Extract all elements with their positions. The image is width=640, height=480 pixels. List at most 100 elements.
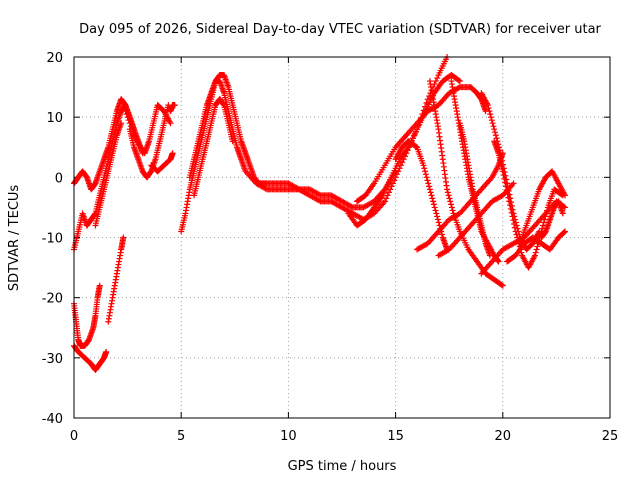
data-point — [429, 195, 436, 202]
data-point — [120, 234, 127, 241]
series-pass-7 — [126, 102, 172, 181]
data-point — [495, 258, 502, 265]
data-point — [262, 185, 269, 192]
data-point — [531, 252, 538, 259]
data-point — [499, 282, 506, 289]
series-pass-23 — [435, 180, 517, 259]
series-pass-9 — [148, 150, 176, 175]
data-point — [449, 207, 456, 214]
data-point — [381, 198, 388, 205]
chart-title: Day 095 of 2026, Sidereal Day-to-day VTE… — [79, 22, 601, 37]
x-tick-label: 0 — [70, 429, 78, 444]
data-point — [506, 198, 513, 205]
data-point — [397, 162, 404, 169]
series-pass-15 — [354, 84, 489, 205]
data-point — [446, 195, 453, 202]
data-point — [513, 231, 520, 238]
data-point — [498, 281, 505, 288]
data-point — [455, 84, 462, 91]
data-point — [507, 205, 514, 212]
data-point — [455, 77, 462, 84]
series-pass-22 — [414, 150, 506, 253]
data-point — [507, 202, 514, 209]
data-point — [511, 220, 518, 227]
data-point — [171, 102, 178, 109]
x-tick-label: 10 — [280, 429, 297, 444]
data-point — [499, 168, 506, 175]
data-point — [316, 197, 323, 204]
x-tick-label: 20 — [495, 429, 512, 444]
y-tick-label: 20 — [46, 51, 63, 66]
data-point — [444, 189, 451, 196]
data-point — [393, 171, 400, 178]
data-point — [391, 177, 398, 184]
data-point — [430, 201, 437, 208]
data-point — [103, 348, 110, 355]
data-point — [434, 216, 441, 223]
series-pass-6 — [92, 120, 125, 229]
y-tick-label: -20 — [42, 292, 63, 307]
data-point — [486, 108, 493, 115]
series-pass-13 — [191, 96, 236, 199]
data-point — [489, 120, 496, 127]
data-point — [430, 198, 437, 205]
data-point — [500, 172, 507, 179]
data-point — [492, 132, 499, 139]
data-point — [492, 129, 499, 136]
series-pass-27 — [538, 198, 566, 241]
data-point — [229, 138, 236, 145]
data-point — [431, 204, 438, 211]
data-point — [491, 126, 498, 133]
data-point — [426, 186, 433, 193]
data-point — [487, 111, 494, 118]
data-point — [433, 210, 440, 217]
data-point — [421, 165, 428, 172]
data-point — [385, 189, 392, 196]
data-point — [122, 108, 129, 115]
data-point — [499, 150, 506, 157]
data-point — [169, 150, 176, 157]
data-point — [561, 228, 568, 235]
plot-frame — [73, 56, 611, 419]
data-point — [532, 249, 539, 256]
x-axis-label: GPS time / hours — [288, 459, 397, 474]
series-pass-5 — [105, 234, 127, 325]
data-point — [511, 224, 518, 231]
data-point — [127, 123, 134, 130]
data-point — [423, 174, 430, 181]
data-point — [534, 243, 541, 250]
data-point — [438, 231, 445, 238]
data-point — [512, 228, 519, 235]
data-point — [502, 179, 509, 186]
data-point — [427, 189, 434, 196]
series-pass-8 — [122, 102, 174, 157]
x-tick-label: 15 — [387, 429, 404, 444]
data-point — [434, 213, 441, 220]
data-point — [434, 75, 441, 82]
grid — [74, 57, 610, 418]
series-pass-26 — [516, 168, 568, 247]
data-point — [510, 217, 517, 224]
data-point — [485, 105, 492, 112]
data-point — [428, 192, 435, 199]
y-axis-label: SDTVAR / TECUs — [7, 185, 22, 292]
data-point — [126, 120, 133, 127]
data-point — [387, 186, 394, 193]
data-point — [348, 203, 355, 210]
y-tick-label: -30 — [42, 352, 63, 367]
data-point — [316, 191, 323, 198]
data-point — [422, 168, 429, 175]
x-tick-labels: 0 5 10 15 20 25 — [70, 429, 618, 444]
data-point — [505, 194, 512, 201]
y-tick-label: 10 — [46, 111, 63, 126]
data-point — [432, 207, 439, 214]
data-point — [559, 210, 566, 217]
series-pass-10 — [167, 102, 178, 115]
data-point — [444, 186, 451, 193]
data-point — [412, 143, 419, 150]
data-point — [128, 126, 135, 133]
data-point — [533, 246, 540, 253]
data-point — [448, 201, 455, 208]
data-point — [96, 282, 103, 289]
